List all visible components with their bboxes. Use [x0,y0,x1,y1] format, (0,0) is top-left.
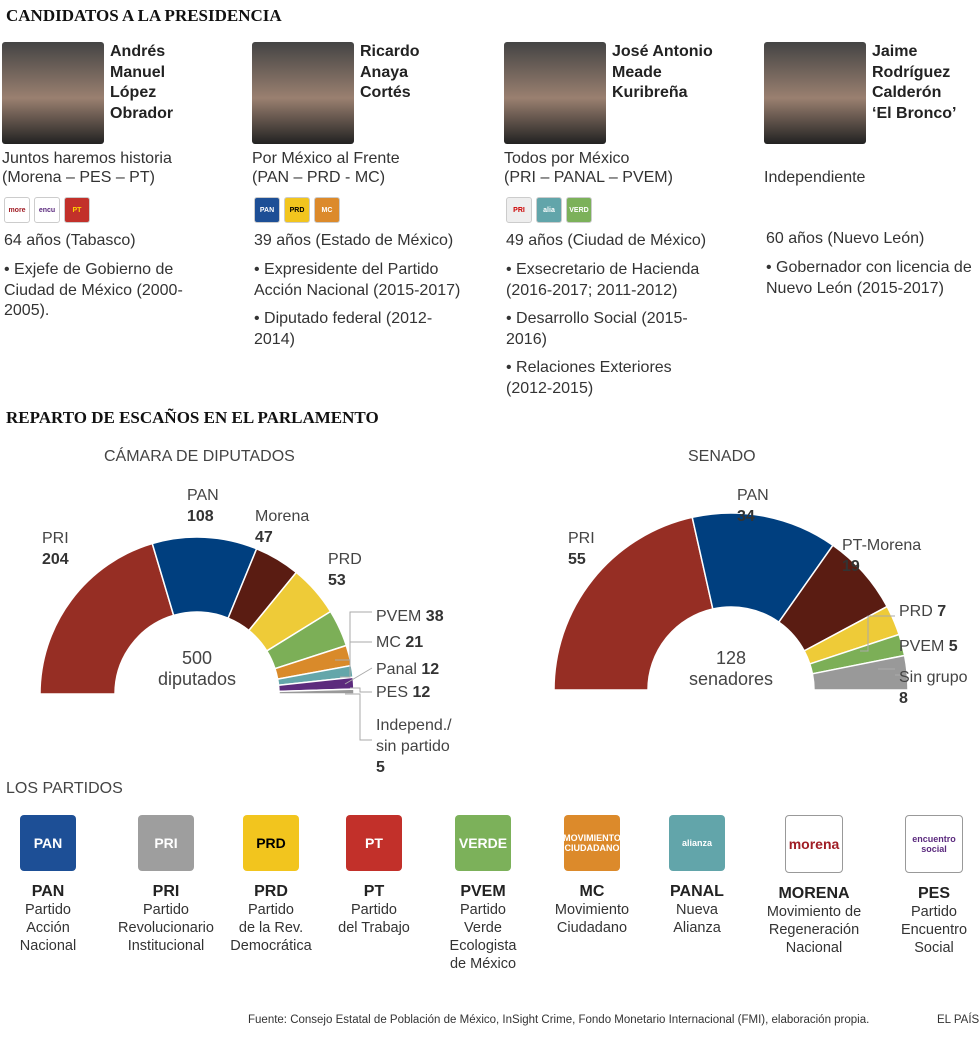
chart-center-label: 128 senadores [688,648,774,689]
leader-line [335,611,372,661]
panal-logo-icon: alianza [669,815,725,871]
party-logo-icon: PRD [284,197,310,223]
candidate-name: Andrés Manuel López Obrador [110,43,174,122]
candidate-name: Jaime Rodríguez Calderón ‘El Bronco’ [872,43,957,122]
leader-line [345,693,372,741]
data-label: PAN 34 [737,487,769,525]
candidate-age: 39 años (Estado de México) [254,232,454,249]
section-title-candidates: CANDIDATOS A LA PRESIDENCIA [6,6,282,25]
data-label: PRI 204 [42,530,69,568]
party-morena: morena MORENA Movimiento de Regeneración Nac… [759,815,869,957]
pes-logo-icon: encuentro social [905,815,963,873]
candidate-photo [2,42,104,144]
party-pri: PRI PRI Partido Revolucionario Institucional [111,815,221,955]
coalition: Independiente [764,169,866,186]
party-logo-icon: PT [64,197,90,223]
party-prd: PRD PRD Partido de la Rev. Democrática [216,815,326,955]
leader-line [350,687,372,693]
seat-charts [39,512,909,741]
chart-title-diputados: CÁMARA DE DIPUTADOS [104,448,295,465]
candidate-name: Ricardo Anaya Cortés [360,43,420,101]
party-logo-icon: MC [314,197,340,223]
senado-segment-pri [553,516,714,691]
candidate-bullet: • Relaciones Exteriores (2012-2015) [506,359,672,397]
data-label: PES 12 [376,684,431,701]
candidate-name: José Antonio Meade Kuribreña [612,43,713,101]
coalition: Por México al Frente (PAN – PRD - MC) [252,150,400,186]
party-panal: alianza PANAL Nueva Alianza [642,815,752,937]
pan-logo-icon: PAN [20,815,76,871]
candidate-age: 60 años (Nuevo León) [766,230,925,247]
party-pt: PT PT Partido del Trabajo [319,815,429,937]
mc-logo-icon: MOVIMIENTO CIUDADANO [563,815,621,871]
coalition: Todos por México (PRI – PANAL – PVEM) [504,150,673,186]
coalition: Juntos haremos historia (Morena – PES – P… [2,150,172,186]
candidate-photo [252,42,354,144]
party-logo-icon: alia [536,197,562,223]
source-note: Fuente: Consejo Estatal de Población de … [248,1014,870,1026]
prd-logo-icon: PRD [243,815,299,871]
pri-logo-icon: PRI [138,815,194,871]
candidate-age: 49 años (Ciudad de México) [506,232,707,249]
chart-title-senado: SENADO [688,448,756,465]
data-label: PVEM 38 [376,608,444,625]
candidate-bullet: • Exsecretario de Hacienda (2016-2017; 2… [506,261,700,299]
data-label: Morena 47 [255,508,310,546]
leader-line [344,667,373,685]
candidate-bullet: • Diputado federal (2012-2014) [254,310,433,348]
candidate-photo [504,42,606,144]
diputados-segment-pri [39,542,175,695]
party-pan: PAN PAN Partido Acción Nacional [0,815,103,955]
morena-logo-icon: morena [785,815,843,873]
section-title-parties: LOS PARTIDOS [6,780,123,797]
leader-line [340,641,372,678]
party-logo-icon: PRI [506,197,532,223]
candidate-photo [764,42,866,144]
party-pvem: VERDE PVEM Partido Verde Ecologista de México [428,815,538,973]
party-logo-icon: VERD [566,197,592,223]
data-label: Panal 12 [376,661,440,678]
party-logo-icon: PAN [254,197,280,223]
candidate-bullet: • Desarrollo Social (2015-2016) [506,310,688,348]
pt-logo-icon: PT [346,815,402,871]
party-mc: MOVIMIENTO CIUDADANO MC Movimiento Ciudadan… [537,815,647,937]
candidate-bullet: • Expresidente del Partido Acción Nacion… [254,261,461,299]
candidate-bullet: • Gobernador con licencia de Nuevo León … [766,259,972,297]
data-label: PAN 108 [187,487,219,525]
data-label: PRD 7 [899,603,947,620]
chart-center-label: 500 diputados [157,648,237,689]
data-label: PVEM 5 [899,638,958,655]
data-label: PT-Morena 19 [842,537,922,575]
party-logo-icon: encu [34,197,60,223]
party-pes: encuentro social PES Partido Encuentro Socia… [879,815,980,957]
leader-line [860,615,895,652]
candidate-bullet: • Exjefe de Gobierno de Ciudad de México… [4,261,183,319]
senado-segment-sin-grupo [811,654,909,691]
section-title-seats: REPARTO DE ESCAÑOS EN EL PARLAMENTO [6,408,379,427]
data-label: PRI 55 [568,530,595,568]
data-label: MC 21 [376,634,424,651]
party-logo-icon: more [4,197,30,223]
brand: EL PAÍS [937,1014,980,1026]
candidate-age: 64 años (Tabasco) [4,232,136,249]
pvem-logo-icon: VERDE [455,815,511,871]
data-label: PRD 53 [328,551,362,589]
data-label: Independ./ sin partido 5 [376,717,452,776]
diputados-segment-independ-sin-partido [278,688,355,695]
data-label: Sin grupo 8 [899,669,968,707]
